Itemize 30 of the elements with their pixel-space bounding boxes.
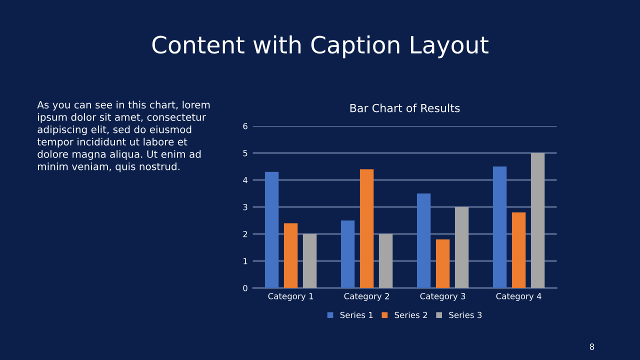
text: As you can see in this chart, lorem ipsum dolor sit amet, consectetur adipiscing elit, sed do eiusmod tempor incididunt ut labore et dolore magna aliqua. Ut enim ad minim veniam, quis nostrud. <box>37 100 210 172</box>
bar <box>454 207 469 288</box>
legend-label: Series 3 <box>449 312 482 318</box>
bar <box>416 194 431 288</box>
y-tick-label: 5 <box>243 150 248 156</box>
chart-title: Content with Caption Layout <box>152 35 488 58</box>
x-tick-label: Category 2 <box>344 293 389 301</box>
chart-subtitle: Bar Chart of Results <box>350 104 460 112</box>
y-tick-label: 2 <box>243 230 248 238</box>
x-tick-label: Category 3 <box>420 293 466 301</box>
bar <box>284 223 298 288</box>
x-tick-label: Category 1 <box>268 293 314 301</box>
y-tick-label: 4 <box>243 177 248 184</box>
text: 8 <box>590 344 594 350</box>
legend-label: Series 2 <box>394 312 428 318</box>
bar <box>340 220 355 288</box>
bar <box>512 212 526 288</box>
y-tick-label: 6 <box>243 122 248 130</box>
y-tick-label: 1 <box>244 258 248 264</box>
bar <box>492 166 507 288</box>
y-tick-label: 3 <box>243 204 248 210</box>
legend-label: Series 1 <box>340 312 373 318</box>
bar <box>360 169 374 288</box>
y-tick-label: 0 <box>243 284 248 292</box>
bar <box>378 234 393 288</box>
bar <box>264 172 279 288</box>
bar <box>302 234 317 288</box>
bar <box>436 239 450 288</box>
bar <box>530 153 545 288</box>
x-tick-label: Category 4 <box>496 293 542 301</box>
